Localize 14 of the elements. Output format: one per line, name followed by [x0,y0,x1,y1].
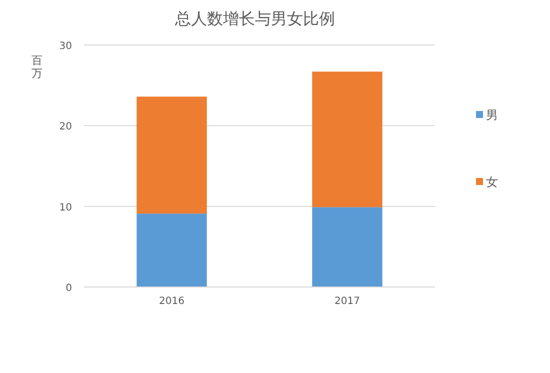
y-tick-label: 10 [59,202,72,214]
bar [312,72,382,208]
bar [136,96,207,214]
x-tick-label: 2017 [334,296,360,307]
chart-title: 总人数增长与男女比例 [174,9,335,28]
y-tick-label: 0 [66,283,72,294]
x-tick-label: 2016 [159,296,184,307]
legend-label: 男 [486,108,498,122]
y-tick-label: 30 [59,41,72,52]
y-tick-label: 20 [59,122,72,133]
bar [312,207,382,287]
legend-label: 女 [486,175,498,189]
y-axis-title: 百万 [32,54,42,80]
bar [136,214,207,287]
